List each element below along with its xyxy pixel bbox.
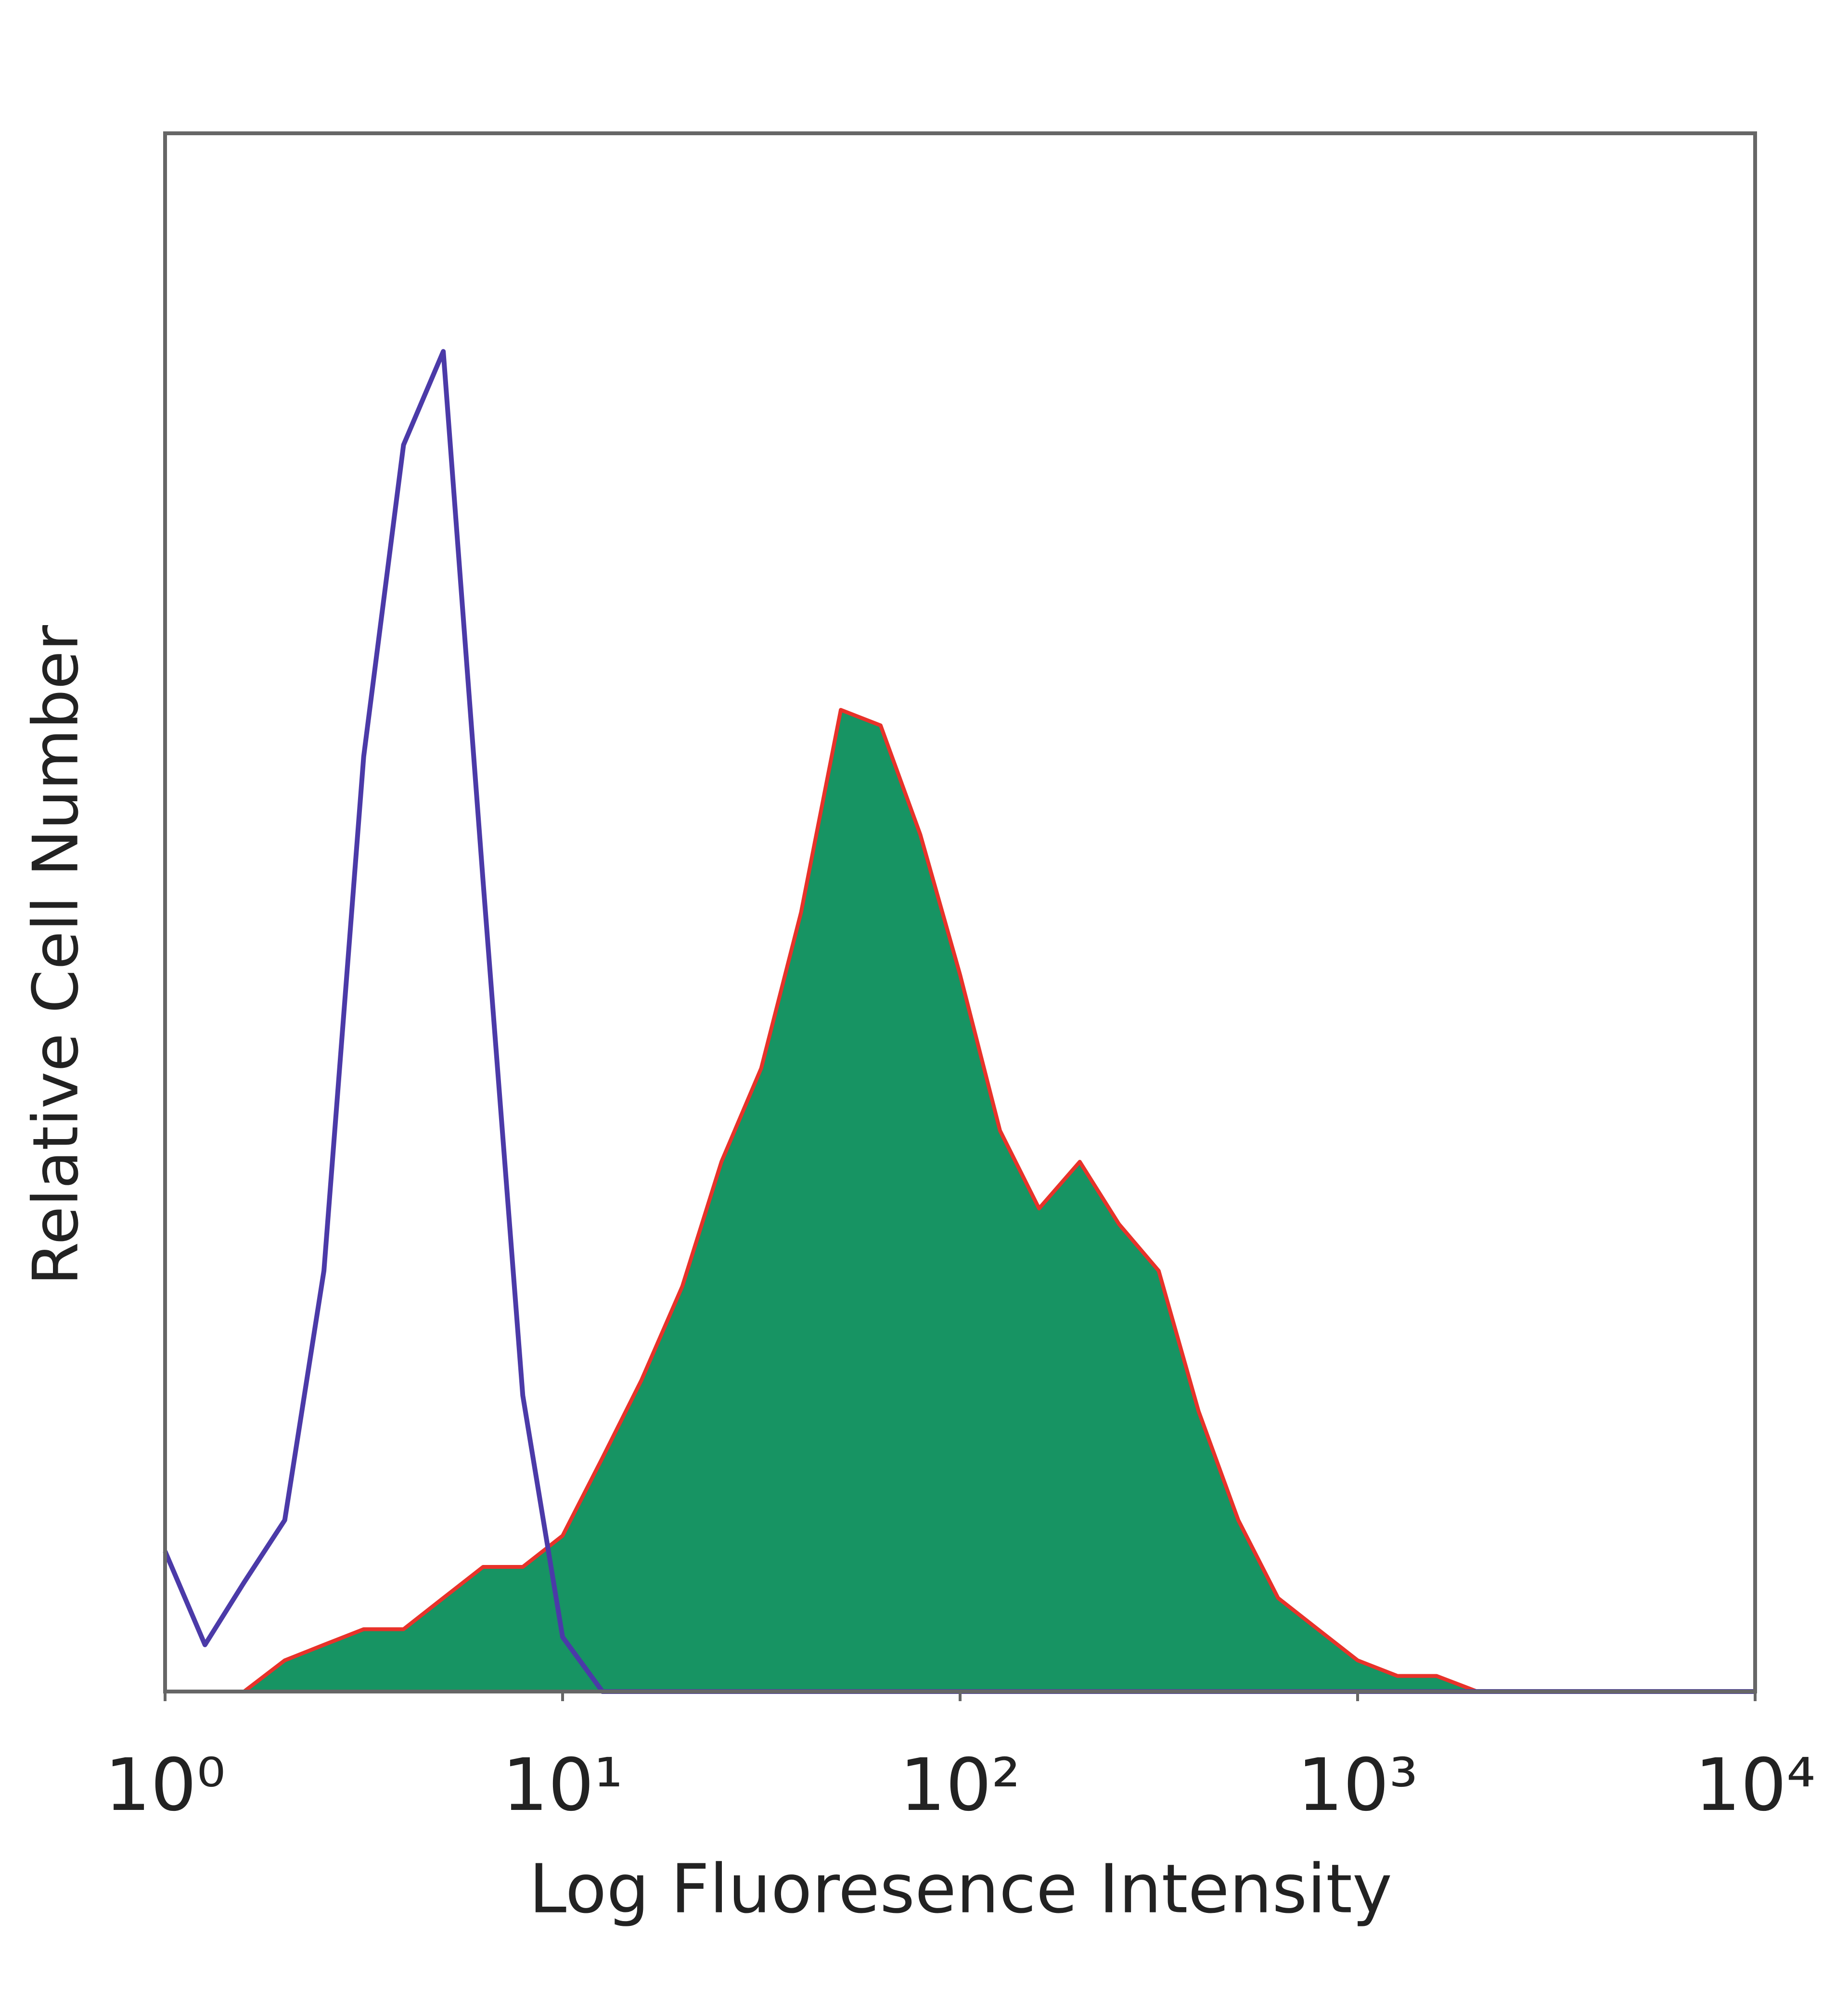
- x-tick-label: 10¹: [502, 1744, 623, 1827]
- x-axis-label: Log Fluoresence Intensity: [529, 1850, 1392, 1929]
- x-tick-label: 10⁰: [104, 1744, 225, 1827]
- x-tick-label: 10³: [1297, 1744, 1418, 1827]
- y-axis-label: Relative Cell Number: [19, 625, 92, 1285]
- x-tick-label: 10⁴: [1694, 1744, 1815, 1827]
- x-tick-label: 10²: [899, 1744, 1020, 1827]
- histogram-area: [165, 710, 1755, 1692]
